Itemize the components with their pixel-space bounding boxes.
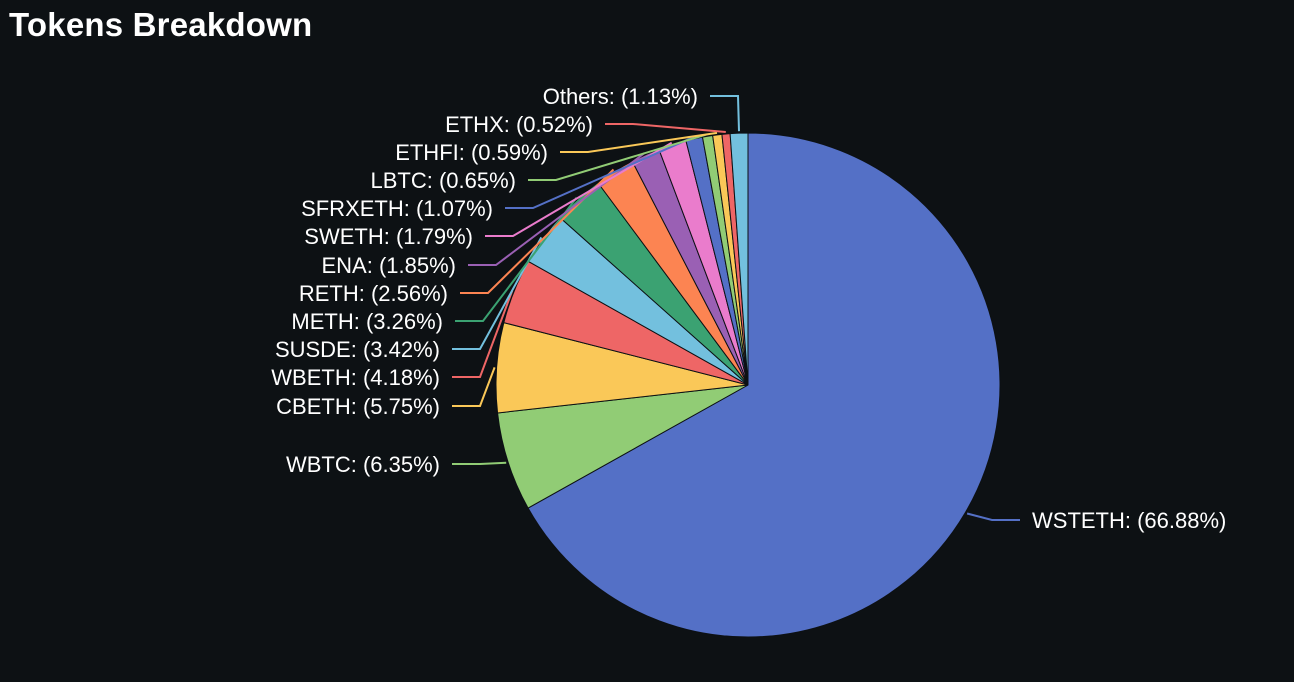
slice-label: LBTC: (0.65%) [371, 168, 517, 193]
slice-label: ETHFI: (0.59%) [395, 140, 548, 165]
slice-label: ENA: (1.85%) [322, 253, 457, 278]
slice-label: CBETH: (5.75%) [276, 394, 440, 419]
leader-line [485, 141, 673, 237]
chart-title: Tokens Breakdown [9, 6, 313, 43]
slice-label: WBTC: (6.35%) [286, 452, 440, 477]
leader-line [455, 196, 578, 322]
leader-line [452, 290, 514, 378]
leader-line [452, 461, 507, 465]
slice-label: SUSDE: (3.42%) [275, 337, 440, 362]
slice-label: METH: (3.26%) [291, 309, 443, 334]
slice-label: WBETH: (4.18%) [271, 365, 440, 390]
slice-labels: WSTETH: (66.88%) WBTC: (6.35%) CBETH: (5.7… [271, 84, 1226, 533]
slice-label: SFRXETH: (1.07%) [301, 196, 493, 221]
label-leader-lines [452, 95, 1020, 521]
slice-label: SWETH: (1.79%) [304, 224, 473, 249]
leader-line [605, 123, 726, 133]
pie-slice[interactable] [729, 132, 749, 386]
leader-line [460, 168, 615, 294]
slice-label: Others: (1.13%) [543, 84, 698, 109]
slice-label: ETHX: (0.52%) [445, 112, 593, 137]
leader-line [560, 131, 718, 153]
leader-line [468, 152, 646, 266]
pie-slices [495, 132, 1001, 638]
slice-label: WSTETH: (66.88%) [1032, 508, 1226, 533]
leader-line [452, 236, 543, 350]
pie-slice[interactable] [527, 132, 1001, 638]
leader-line [505, 135, 695, 209]
leader-line [966, 512, 1020, 521]
leader-line [528, 133, 708, 181]
leader-line [710, 95, 740, 132]
slice-label: RETH: (2.56%) [299, 281, 448, 306]
leader-line [452, 367, 496, 407]
